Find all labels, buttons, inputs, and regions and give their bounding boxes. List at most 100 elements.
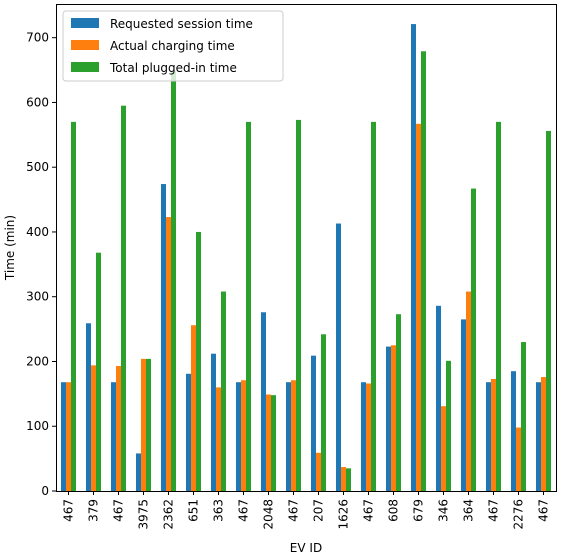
x-tick-label: 467: [237, 499, 251, 522]
bar-total-plugged-in-time-9: [296, 119, 301, 491]
bar-requested-session-time-5: [186, 373, 191, 491]
bar-total-plugged-in-time-15: [446, 360, 451, 491]
bar-requested-session-time-3: [136, 453, 141, 491]
x-tick-label: 363: [212, 499, 226, 522]
y-tick-label: 0: [41, 484, 49, 498]
bar-total-plugged-in-time-11: [346, 468, 351, 491]
bar-total-plugged-in-time-1: [96, 252, 101, 491]
bar-requested-session-time-16: [461, 319, 466, 491]
bar-actual-charging-time-1: [91, 365, 96, 491]
bar-actual-charging-time-9: [291, 380, 296, 491]
x-tick-label: 346: [437, 499, 451, 522]
x-tick-label: 467: [62, 499, 76, 522]
legend-swatch: [71, 62, 99, 72]
x-tick-label: 1626: [337, 499, 351, 530]
x-tick-label: 2048: [262, 499, 276, 530]
legend-swatch: [71, 40, 99, 50]
legend-swatch: [71, 18, 99, 28]
bar-actual-charging-time-8: [266, 394, 271, 491]
x-axis-title: EV ID: [290, 541, 322, 555]
bar-requested-session-time-15: [436, 305, 441, 491]
x-tick-label: 2276: [512, 499, 526, 530]
x-tick-label: 3975: [137, 499, 151, 530]
bar-total-plugged-in-time-5: [196, 231, 201, 491]
bar-requested-session-time-12: [361, 382, 366, 491]
bar-requested-session-time-0: [61, 382, 66, 491]
bar-requested-session-time-19: [536, 382, 541, 491]
bar-total-plugged-in-time-2: [121, 105, 126, 492]
x-tick-label: 467: [487, 499, 501, 522]
x-tick-label: 364: [462, 499, 476, 522]
bar-actual-charging-time-16: [466, 291, 471, 491]
y-tick-label: 500: [26, 160, 49, 174]
y-tick-label: 400: [26, 225, 49, 239]
y-tick-label: 700: [26, 31, 49, 45]
bar-actual-charging-time-15: [441, 406, 446, 491]
bar-requested-session-time-8: [261, 312, 266, 491]
bar-requested-session-time-4: [161, 184, 166, 491]
x-tick-label: 679: [412, 499, 426, 522]
plot-frame: [56, 4, 557, 492]
bar-total-plugged-in-time-19: [546, 130, 551, 491]
x-tick-label: 608: [387, 499, 401, 522]
legend-label: Requested session time: [110, 17, 253, 31]
bar-requested-session-time-1: [86, 323, 91, 491]
bar-actual-charging-time-19: [541, 377, 546, 491]
bar-actual-charging-time-12: [366, 383, 371, 491]
bar-actual-charging-time-0: [66, 382, 71, 491]
bar-total-plugged-in-time-14: [421, 51, 426, 491]
bar-total-plugged-in-time-6: [221, 291, 226, 491]
bar-requested-session-time-9: [286, 382, 291, 491]
x-tick-label: 379: [87, 499, 101, 522]
bar-actual-charging-time-3: [141, 358, 146, 491]
y-tick-label: 200: [26, 354, 49, 368]
x-tick-label: 467: [112, 499, 126, 522]
x-tick-label: 207: [312, 499, 326, 522]
bar-requested-session-time-13: [386, 346, 391, 491]
y-tick-label: 300: [26, 290, 49, 304]
bar-actual-charging-time-2: [116, 366, 121, 491]
bar-requested-session-time-2: [111, 382, 116, 491]
bar-requested-session-time-6: [211, 353, 216, 491]
bar-actual-charging-time-13: [391, 345, 396, 491]
bar-total-plugged-in-time-17: [496, 121, 501, 491]
x-tick-label: 467: [537, 499, 551, 522]
legend-label: Actual charging time: [110, 39, 235, 53]
bar-total-plugged-in-time-3: [146, 358, 151, 491]
bar-requested-session-time-7: [236, 382, 241, 491]
bar-total-plugged-in-time-18: [521, 342, 526, 491]
bar-actual-charging-time-4: [166, 217, 171, 491]
x-axis: 467 379 467 3975 2362 651 363 467 2048 467 207 1626…: [62, 491, 551, 530]
bars-layer: [61, 24, 551, 492]
bar-actual-charging-time-18: [516, 427, 521, 491]
bar-total-plugged-in-time-12: [371, 121, 376, 491]
x-tick-label: 467: [362, 499, 376, 522]
bar-total-plugged-in-time-8: [271, 395, 276, 491]
bar-total-plugged-in-time-0: [71, 121, 76, 491]
legend-box: [62, 10, 284, 82]
y-axis-title: Time (min): [3, 215, 17, 281]
bar-total-plugged-in-time-16: [471, 188, 476, 492]
bar-actual-charging-time-10: [316, 452, 321, 491]
bar-actual-charging-time-7: [241, 380, 246, 491]
bar-requested-session-time-17: [486, 382, 491, 491]
y-axis: 0 100 200 300 400 500 600 700: [26, 31, 56, 498]
y-tick-label: 600: [26, 95, 49, 109]
bar-actual-charging-time-5: [191, 325, 196, 491]
x-tick-label: 467: [287, 499, 301, 522]
bar-total-plugged-in-time-4: [171, 70, 176, 491]
bar-requested-session-time-11: [336, 223, 341, 491]
x-tick-label: 2362: [162, 499, 176, 530]
bar-actual-charging-time-6: [216, 387, 221, 491]
bar-requested-session-time-10: [311, 355, 316, 491]
bar-total-plugged-in-time-10: [321, 334, 326, 491]
bar-actual-charging-time-17: [491, 378, 496, 491]
bar-actual-charging-time-11: [341, 467, 346, 491]
bar-total-plugged-in-time-13: [396, 314, 401, 491]
bar-total-plugged-in-time-7: [246, 121, 251, 491]
legend-label: Total plugged-in time: [109, 61, 237, 75]
bar-requested-session-time-18: [511, 371, 516, 491]
x-tick-label: 651: [187, 499, 201, 522]
legend: Requested session time Actual charging ti…: [62, 10, 284, 82]
